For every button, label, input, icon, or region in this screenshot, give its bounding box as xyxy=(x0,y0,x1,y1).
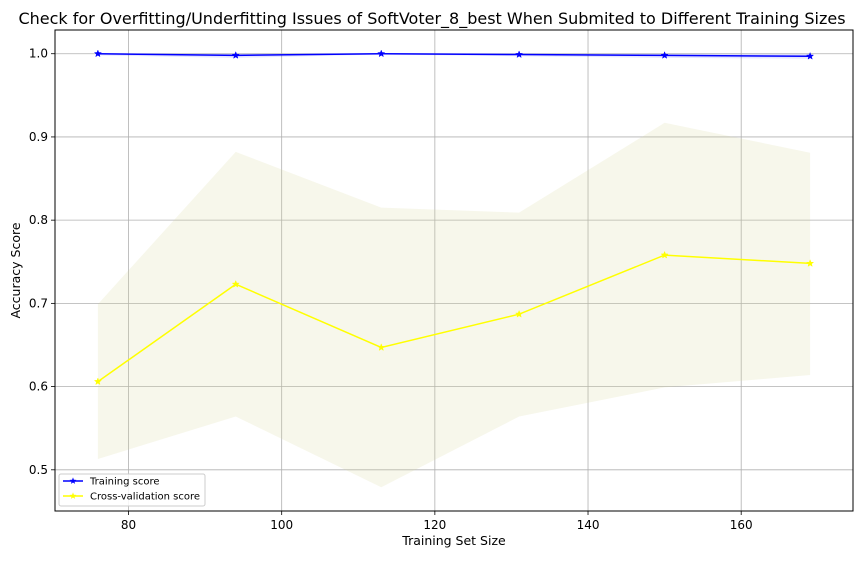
series-lines xyxy=(97,52,811,383)
legend-marker-cross-validation xyxy=(69,492,77,499)
point-cross-validation xyxy=(806,259,815,267)
y-tick-label: 0.6 xyxy=(29,380,48,394)
point-cross-validation xyxy=(660,250,669,259)
x-axis-label: Training Set Size xyxy=(401,533,506,548)
point-training xyxy=(231,51,240,59)
y-axis-label: Accuracy Score xyxy=(8,222,23,318)
x-tick-label: 160 xyxy=(730,518,753,532)
legend-box xyxy=(58,473,206,507)
y-tick-label: 0.9 xyxy=(29,130,48,144)
line-cross-validation xyxy=(97,254,811,383)
grid xyxy=(55,30,853,511)
point-training xyxy=(514,50,524,59)
x-tick-label: 120 xyxy=(423,518,446,532)
plot-frame xyxy=(54,29,854,512)
y-tick-label: 0.8 xyxy=(29,213,48,227)
series-markers xyxy=(93,49,815,386)
point-cross-validation xyxy=(377,343,386,351)
point-training xyxy=(93,49,102,58)
x-tick-label: 140 xyxy=(577,518,600,532)
y-tick-label: 1.0 xyxy=(29,47,48,61)
point-training xyxy=(660,51,669,59)
legend-label-cross-validation: Cross-validation score xyxy=(90,492,200,503)
y-axis-ticks: 0.5 0.6 0.7 0.8 0.9 1.0 xyxy=(29,47,55,477)
point-training xyxy=(806,51,815,60)
point-training xyxy=(377,49,386,58)
line-training xyxy=(97,52,811,57)
y-tick-label: 0.5 xyxy=(29,463,48,477)
y-tick-label: 0.7 xyxy=(29,296,48,310)
chart-title: Check for Overfitting/Underfitting Issue… xyxy=(18,9,845,29)
point-cross-validation xyxy=(93,377,102,386)
legend-marker-training xyxy=(69,477,77,484)
point-cross-validation xyxy=(514,309,524,318)
band-cross-validation xyxy=(97,122,811,488)
point-cross-validation xyxy=(231,279,240,288)
confidence-bands xyxy=(97,53,811,488)
legend: Training score Cross-validation score xyxy=(58,473,206,507)
x-tick-label: 80 xyxy=(121,518,136,532)
x-axis-ticks: 80 100 120 140 160 xyxy=(121,511,753,532)
x-tick-label: 100 xyxy=(270,518,293,532)
legend-label-training: Training score xyxy=(89,477,160,488)
